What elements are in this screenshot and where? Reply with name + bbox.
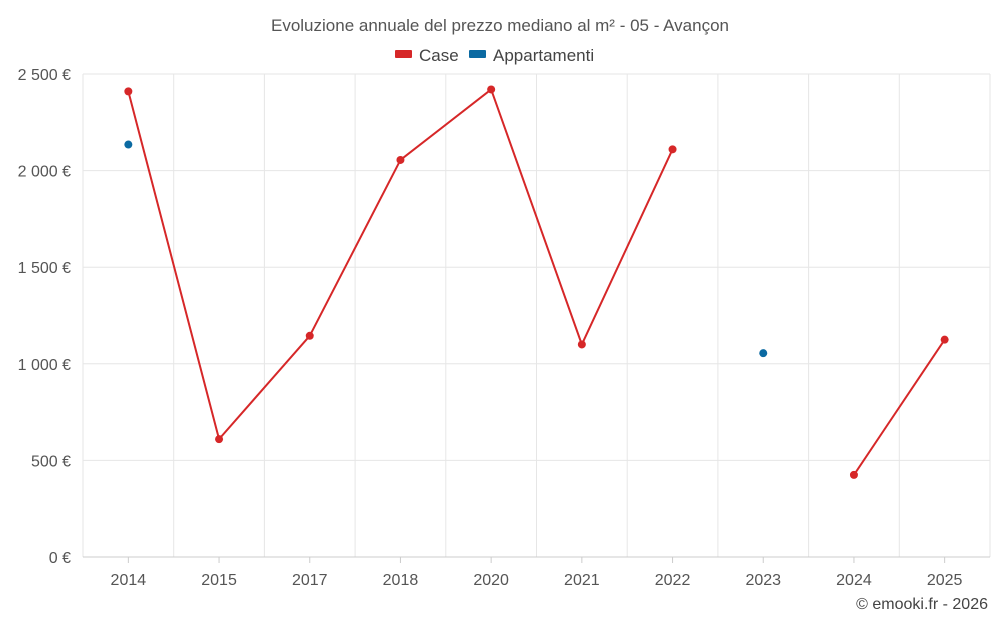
y-tick-label: 1 000 € xyxy=(18,357,71,374)
data-point-case[interactable] xyxy=(215,435,224,444)
x-tick-label: 2022 xyxy=(655,572,691,589)
series-line-case xyxy=(853,339,946,476)
y-tick-label: 0 € xyxy=(49,550,71,567)
credit-text: © emooki.fr - 2026 xyxy=(856,596,988,613)
series-line-case xyxy=(127,88,674,441)
x-tick-label: 2025 xyxy=(927,572,963,589)
data-point-case[interactable] xyxy=(305,331,314,340)
series xyxy=(124,85,949,479)
legend-item-case[interactable]: Case xyxy=(395,46,459,65)
y-tick-label: 500 € xyxy=(31,453,71,470)
data-point-case[interactable] xyxy=(940,335,949,344)
data-point-case[interactable] xyxy=(396,155,405,164)
legend-item-appartamenti[interactable]: Appartamenti xyxy=(469,46,594,65)
grid xyxy=(82,73,991,557)
data-point-case[interactable] xyxy=(124,87,133,96)
chart-title: Evoluzione annuale del prezzo mediano al… xyxy=(271,16,729,35)
x-tick-label: 2020 xyxy=(473,572,509,589)
legend-swatch-appartamenti xyxy=(469,50,486,58)
data-point-appartamenti[interactable] xyxy=(759,349,768,358)
y-tick-label: 2 500 € xyxy=(18,67,71,84)
y-tick-label: 1 500 € xyxy=(18,260,71,277)
x-tick-label: 2017 xyxy=(292,572,328,589)
legend[interactable]: Case Appartamenti xyxy=(395,46,594,65)
x-tick-label: 2024 xyxy=(836,572,872,589)
data-point-appartamenti[interactable] xyxy=(124,140,133,149)
y-tick-label: 2 000 € xyxy=(18,164,71,181)
x-tick-label: 2018 xyxy=(383,572,419,589)
x-tick-label: 2014 xyxy=(111,572,147,589)
legend-label-appartamenti: Appartamenti xyxy=(493,46,594,65)
data-point-case[interactable] xyxy=(668,145,677,154)
x-tick-label: 2015 xyxy=(201,572,237,589)
legend-swatch-case xyxy=(395,50,412,58)
legend-label-case: Case xyxy=(419,46,459,65)
data-point-case[interactable] xyxy=(577,340,586,349)
x-tick-label: 2021 xyxy=(564,572,600,589)
x-tick-label: 2023 xyxy=(745,572,781,589)
data-point-case[interactable] xyxy=(487,85,496,94)
axes: 0 € 500 € 1 000 € 1 500 € 2 000 € 2 500 € 2014… xyxy=(18,67,990,589)
data-point-case[interactable] xyxy=(849,470,858,479)
